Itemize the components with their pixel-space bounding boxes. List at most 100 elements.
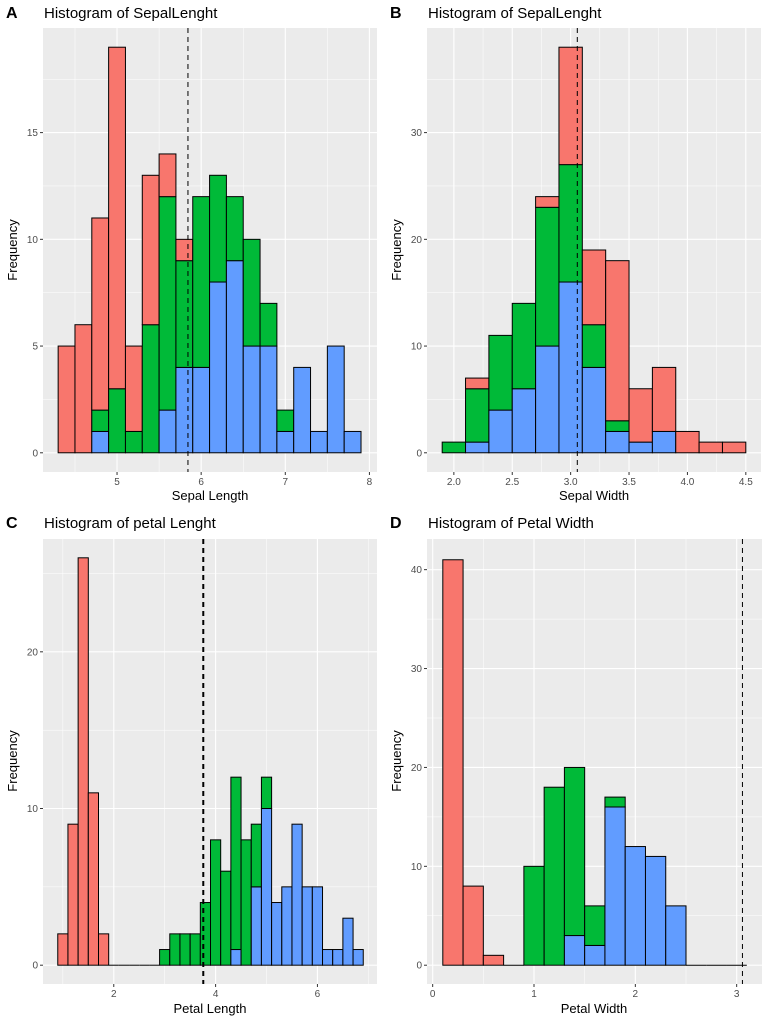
- histogram-bar-segment: [326, 345, 345, 454]
- x-axis-label: Petal Width: [561, 1001, 627, 1016]
- histogram-bar-segment: [108, 388, 126, 454]
- y-axis-label: Frequency: [5, 730, 20, 792]
- histogram-bar-segment: [332, 949, 344, 966]
- histogram-bar-segment: [141, 174, 160, 326]
- histogram-bar-segment: [511, 388, 537, 454]
- histogram-bar-segment: [523, 865, 545, 966]
- y-tick-label: 5: [32, 342, 38, 353]
- y-tick-label: 0: [416, 448, 422, 459]
- chart-title: Histogram of petal Lenght: [44, 515, 217, 532]
- histogram-bar-segment: [558, 164, 583, 283]
- bars: [57, 557, 364, 966]
- histogram-bar-segment: [322, 949, 334, 966]
- histogram-bar-segment: [465, 377, 490, 390]
- x-tick-label: 3.5: [622, 477, 636, 488]
- histogram-bar-segment: [311, 886, 324, 966]
- y-tick-label: 30: [411, 128, 423, 139]
- histogram-bar-segment: [343, 430, 362, 454]
- panel-d: D Histogram of Petal Width Petal Width F…: [389, 515, 762, 1016]
- histogram-bar-segment: [651, 366, 677, 432]
- histogram-bar-segment: [250, 886, 262, 966]
- histogram-bar-segment: [465, 441, 490, 454]
- histogram-bar-segment: [159, 949, 171, 966]
- histogram-bar-segment: [605, 260, 630, 422]
- x-tick-label: 0: [430, 989, 436, 1000]
- y-tick-label: 10: [411, 342, 423, 353]
- y-axis-label: Frequency: [389, 219, 404, 281]
- y-tick-label: 15: [27, 128, 39, 139]
- histogram-bar-segment: [605, 420, 630, 432]
- chart-title: Histogram of Petal Width: [428, 515, 594, 532]
- y-tick-label: 20: [27, 647, 39, 658]
- histogram-bar-segment: [97, 933, 110, 966]
- histogram-bar-segment: [57, 933, 69, 966]
- x-tick-label: 4: [213, 989, 219, 1000]
- histogram-bar-segment: [563, 935, 586, 966]
- x-tick-label: 4.0: [680, 477, 694, 488]
- histogram-bar-segment: [665, 905, 687, 966]
- histogram-bar-segment: [644, 855, 667, 966]
- histogram-bar-segment: [259, 345, 278, 454]
- y-axis-label: Frequency: [389, 730, 404, 792]
- histogram-bar-segment: [141, 324, 160, 454]
- chart-title: Histogram of SepalLenght: [428, 5, 602, 22]
- histogram-bar-segment: [628, 388, 653, 443]
- x-tick-label: 7: [283, 477, 289, 488]
- histogram-bar-segment: [465, 388, 490, 443]
- chart-title: Histogram of SepalLenght: [44, 5, 218, 22]
- histogram-bar-segment: [584, 905, 606, 946]
- histogram-bar-segment: [250, 823, 262, 888]
- x-tick-label: 3.0: [564, 477, 578, 488]
- y-tick-label: 0: [416, 961, 422, 972]
- histogram-bar-segment: [67, 823, 79, 966]
- panel-a: A Histogram of SepalLenght Sepal Length …: [5, 5, 377, 503]
- histogram-bar-segment: [192, 366, 211, 454]
- histogram-bar-segment: [91, 430, 110, 454]
- y-tick-label: 30: [411, 664, 423, 675]
- plot-area: [43, 539, 377, 984]
- plot-area: [427, 28, 761, 472]
- histogram-bar-segment: [169, 933, 181, 966]
- panel-letter: A: [6, 5, 18, 22]
- histogram-bar-segment: [276, 430, 295, 454]
- x-tick-label: 6: [315, 989, 321, 1000]
- histogram-bar-segment: [581, 249, 607, 326]
- histogram-bar-segment: [124, 345, 143, 432]
- histogram-bar-segment: [624, 846, 646, 966]
- histogram-bar-segment: [535, 345, 560, 454]
- x-axis-label: Petal Length: [173, 1001, 246, 1016]
- panel-letter: C: [6, 515, 18, 532]
- x-tick-label: 3: [734, 989, 740, 1000]
- histogram-bar-segment: [77, 557, 89, 966]
- histogram-bar-segment: [301, 886, 313, 966]
- x-tick-label: 2: [111, 989, 117, 1000]
- plot-area: [427, 539, 762, 984]
- histogram-bar-segment: [158, 409, 177, 454]
- histogram-bar-segment: [651, 430, 677, 454]
- histogram-bar-segment: [271, 902, 283, 966]
- histogram-bar-segment: [209, 281, 227, 454]
- histogram-bar-segment: [220, 870, 232, 966]
- histogram-bar-segment: [291, 823, 303, 966]
- histogram-bar-segment: [698, 441, 723, 454]
- histogram-bar-segment: [584, 944, 606, 966]
- x-tick-label: 4.5: [739, 477, 753, 488]
- x-tick-label: 6: [198, 477, 204, 488]
- histogram-bar-segment: [604, 796, 626, 808]
- x-tick-label: 2.5: [505, 477, 519, 488]
- y-tick-label: 20: [411, 235, 423, 246]
- histogram-bar-segment: [158, 153, 177, 198]
- histogram-bar-segment: [276, 409, 295, 432]
- histogram-bar-segment: [259, 302, 278, 347]
- bars: [57, 46, 362, 454]
- histogram-bar-segment: [310, 430, 328, 454]
- x-tick-label: 5: [114, 477, 120, 488]
- histogram-bar-segment: [179, 933, 191, 966]
- histogram-bar-segment: [260, 808, 273, 966]
- x-axis-label: Sepal Width: [559, 488, 629, 503]
- y-tick-label: 20: [411, 763, 423, 774]
- histogram-bar-segment: [158, 196, 177, 411]
- histogram-bar-segment: [108, 46, 126, 390]
- histogram-bar-segment: [675, 430, 700, 454]
- histogram-bar-segment: [199, 902, 212, 966]
